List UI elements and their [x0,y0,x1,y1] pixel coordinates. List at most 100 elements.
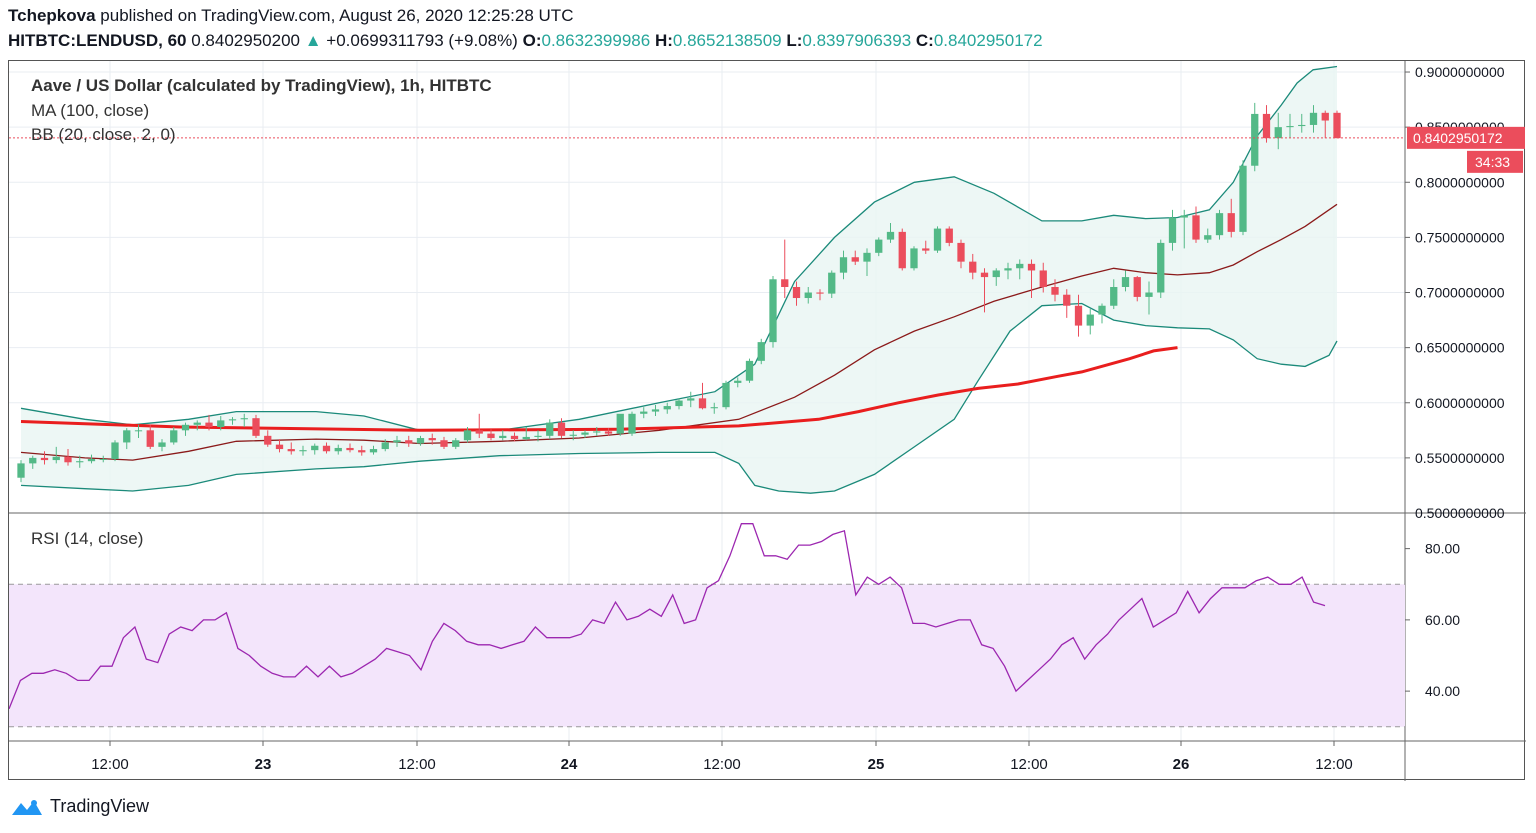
candle-body [170,430,178,443]
candle-body [452,440,460,447]
candle-body [557,422,566,436]
author-name[interactable]: Tchepkova [8,6,96,25]
price-tick-label: 0.6000000000 [1415,395,1505,411]
time-tick-label: 23 [255,756,272,773]
candle-body [358,450,366,453]
candle-body [299,450,307,452]
candle-body [264,435,272,445]
candle-body [757,342,765,361]
candle-body [698,398,707,409]
candle-body [769,279,777,343]
price-tick-label: 0.8000000000 [1415,174,1505,190]
price-tick-label: 0.7500000000 [1415,229,1505,245]
candle-body [734,380,742,383]
candle-body [217,420,225,428]
tradingview-logo-icon [12,799,42,815]
rsi-band-fill [9,584,1405,727]
candle-body [510,435,519,440]
candle-body [1098,305,1106,315]
candle-body [898,231,906,269]
candle-body [1016,263,1024,269]
candle-body [1204,235,1212,240]
candle-body [1227,213,1235,232]
candle-body [710,407,718,409]
ma-100-line [20,346,1178,432]
price-tick-label: 0.7000000000 [1415,285,1505,301]
candle-body [1180,215,1188,218]
footer-brand[interactable]: TradingView [10,796,149,817]
chart-frame: 0.90000000000.85000000000.80000000000.75… [8,60,1526,781]
up-arrow-icon: ▲ [304,31,322,50]
candle-body [792,287,801,299]
candle-body [992,270,1000,278]
candle-body [76,461,84,463]
candle-body [933,228,942,251]
time-tick-label: 12:00 [398,756,436,773]
candle-body [1286,126,1294,128]
time-tick-label: 12:00 [1010,756,1048,773]
candle-body [628,413,636,434]
candle-body [428,438,436,441]
price-tick-label: 0.5500000000 [1415,450,1505,466]
candle-body [1274,127,1282,139]
candle-body [1333,112,1341,139]
candle-body [534,435,542,437]
candle-body [487,433,495,439]
candle-body [287,449,295,452]
price-change: +0.0699311793 (+9.08%) [326,31,518,50]
time-tick-label: 25 [868,756,885,773]
candle-body [463,430,472,441]
candle-body [546,422,554,436]
candle-body [334,447,342,452]
candle-body [1063,294,1071,306]
candle-body [1168,217,1177,243]
candle-body [593,431,601,433]
price-tick-label: 0.6500000000 [1415,340,1505,356]
candle-body [1121,277,1130,287]
candle-body [346,447,354,451]
candle-body [1215,213,1224,236]
candle-body [663,406,671,410]
candle-body [781,279,789,287]
candle-body [1051,287,1059,295]
candle-body [616,413,624,434]
candle-body [604,431,613,434]
chart-canvas[interactable]: 0.90000000000.85000000000.80000000000.75… [9,61,1526,781]
brand-name: TradingView [50,796,150,816]
candle-body [804,292,812,299]
candle-body [839,257,848,273]
candle-body [863,252,871,262]
candle-body [205,422,213,428]
rsi-tick-label: 60.00 [1425,612,1460,628]
candle-body [275,444,284,450]
bollinger-lower-line [20,302,1338,494]
candle-body [886,231,895,240]
candle-body [687,398,695,401]
candle-body [980,272,989,278]
last-price-badge [1407,126,1525,149]
candle-body [1321,112,1329,121]
candle-body [1298,124,1306,127]
candle-body [134,430,143,432]
candle-body [851,257,859,262]
publish-text: published on TradingView.com, August 26,… [100,6,574,25]
candle-body [1133,277,1141,297]
candle-body [957,242,965,262]
candle-body [40,457,49,461]
candle-body [722,382,730,408]
candle-body [828,272,836,294]
candle-body [228,419,237,421]
publish-info: Tchepkova published on TradingView.com, … [8,6,573,26]
candle-body [1239,165,1247,232]
candle-body [64,456,72,463]
price-tick-label: 0.5000000000 [1415,505,1505,521]
candle-body [675,400,683,407]
candle-body [1074,305,1083,326]
candle-body [240,418,248,420]
time-tick-label: 12:00 [1315,756,1353,773]
candle-body [945,228,953,243]
rsi-line [9,523,1326,710]
candle-body [87,458,96,462]
candle-body [651,409,660,412]
candle-body [393,440,401,443]
